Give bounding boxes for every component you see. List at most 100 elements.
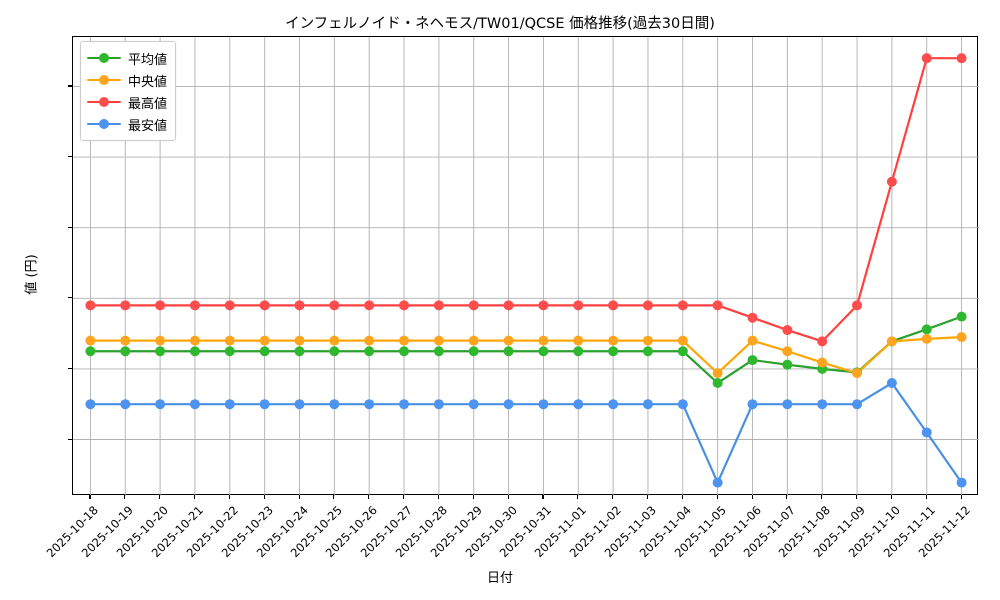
- data-point-marker: [782, 359, 793, 370]
- data-point-marker: [642, 300, 653, 311]
- data-point-marker: [433, 300, 444, 311]
- data-point-marker: [886, 336, 897, 347]
- data-point-marker: [782, 399, 793, 410]
- data-point-marker: [294, 399, 305, 410]
- data-point-marker: [573, 300, 584, 311]
- data-point-marker: [538, 346, 549, 357]
- x-axis-tick-label: 2025-11-02: [566, 503, 625, 561]
- data-point-marker: [608, 300, 619, 311]
- data-point-marker: [677, 346, 688, 357]
- data-point-marker: [155, 399, 166, 410]
- data-point-marker: [85, 346, 96, 357]
- data-point-marker: [364, 399, 375, 410]
- data-point-marker: [886, 176, 897, 187]
- legend-swatch-median: [87, 73, 121, 87]
- data-point-marker: [120, 346, 131, 357]
- y-axis-title: 値 (円): [24, 254, 40, 295]
- data-point-marker: [294, 335, 305, 346]
- data-point-marker: [712, 300, 723, 311]
- chart-title: インフェルノイド・ネヘモス/TW01/QCSE 価格推移(過去30日間): [285, 16, 715, 32]
- data-point-marker: [433, 399, 444, 410]
- data-point-marker: [538, 335, 549, 346]
- data-point-marker: [782, 346, 793, 357]
- data-point-marker: [712, 378, 723, 389]
- data-point-marker: [747, 335, 758, 346]
- legend-item-min: 最安値: [87, 113, 167, 135]
- data-point-marker: [329, 300, 340, 311]
- data-point-marker: [747, 355, 758, 366]
- data-point-marker: [259, 300, 270, 311]
- data-point-marker: [120, 335, 131, 346]
- x-axis-tick-label: 2025-10-30: [462, 503, 520, 561]
- data-point-marker: [817, 336, 828, 347]
- series-line: [89, 57, 963, 343]
- data-point-marker: [329, 346, 340, 357]
- data-point-marker: [608, 399, 619, 410]
- legend-label-mean: 平均値: [128, 52, 168, 68]
- x-axis-tick-label: 2025-11-07: [741, 503, 799, 561]
- legend-item-mean: 平均値: [87, 47, 167, 69]
- data-point-marker: [399, 399, 410, 410]
- data-point-marker: [433, 346, 444, 357]
- legend-swatch-min: [87, 117, 121, 131]
- data-point-marker: [921, 427, 932, 438]
- data-point-marker: [85, 335, 96, 346]
- data-point-marker: [921, 333, 932, 344]
- data-point-marker: [399, 346, 410, 357]
- gridlines: [73, 37, 979, 496]
- data-point-marker: [573, 399, 584, 410]
- x-axis-title: 日付: [486, 571, 513, 586]
- data-point-marker: [817, 357, 828, 368]
- data-point-marker: [921, 324, 932, 335]
- data-point-marker: [503, 346, 514, 357]
- data-point-marker: [852, 368, 863, 379]
- data-point-marker: [85, 300, 96, 311]
- x-axis-tick-label: 2025-10-18: [44, 503, 102, 561]
- data-point-marker: [642, 399, 653, 410]
- x-axis-tick-label: 2025-10-29: [427, 503, 485, 561]
- legend-label-median: 中央値: [128, 74, 168, 90]
- x-axis-tick-label: 2025-10-27: [357, 503, 415, 561]
- data-point-marker: [155, 300, 166, 311]
- data-point-marker: [677, 300, 688, 311]
- x-axis-tick-label: 2025-11-04: [636, 503, 694, 561]
- plot-area: [72, 36, 979, 496]
- data-point-marker: [294, 346, 305, 357]
- data-point-marker: [677, 399, 688, 410]
- data-point-marker: [155, 335, 166, 346]
- data-point-marker: [817, 399, 828, 410]
- data-point-marker: [329, 399, 340, 410]
- legend-item-max: 最高値: [87, 91, 167, 113]
- data-point-marker: [677, 335, 688, 346]
- data-point-marker: [608, 346, 619, 357]
- data-point-marker: [503, 300, 514, 311]
- data-point-marker: [712, 477, 723, 488]
- data-point-marker: [712, 368, 723, 379]
- legend-item-median: 中央値: [87, 69, 167, 91]
- legend-swatch-mean: [87, 51, 121, 65]
- data-point-marker: [642, 346, 653, 357]
- data-point-marker: [364, 346, 375, 357]
- data-point-marker: [956, 477, 967, 488]
- data-point-marker: [538, 399, 549, 410]
- data-point-marker: [189, 399, 200, 410]
- chart-legend: 平均値 中央値 最高値 最安値: [80, 41, 177, 141]
- data-point-marker: [538, 300, 549, 311]
- x-axis-tick-label: 2025-10-20: [113, 503, 172, 561]
- x-axis-tick-label: 2025-10-23: [218, 503, 276, 561]
- data-point-marker: [747, 312, 758, 323]
- data-point-marker: [852, 399, 863, 410]
- data-point-marker: [747, 399, 758, 410]
- data-point-marker: [468, 346, 479, 357]
- x-axis-tick-label: 2025-11-08: [775, 503, 834, 561]
- legend-swatch-max: [87, 95, 121, 109]
- data-point-marker: [85, 399, 96, 410]
- series-line: [89, 336, 963, 375]
- x-axis-tick-label: 2025-11-06: [706, 503, 764, 561]
- data-point-marker: [155, 346, 166, 357]
- x-axis-tick-label: 2025-11-12: [915, 503, 973, 561]
- data-point-marker: [399, 300, 410, 311]
- data-point-marker: [468, 335, 479, 346]
- legend-label-max: 最高値: [128, 96, 168, 112]
- data-point-marker: [956, 311, 967, 322]
